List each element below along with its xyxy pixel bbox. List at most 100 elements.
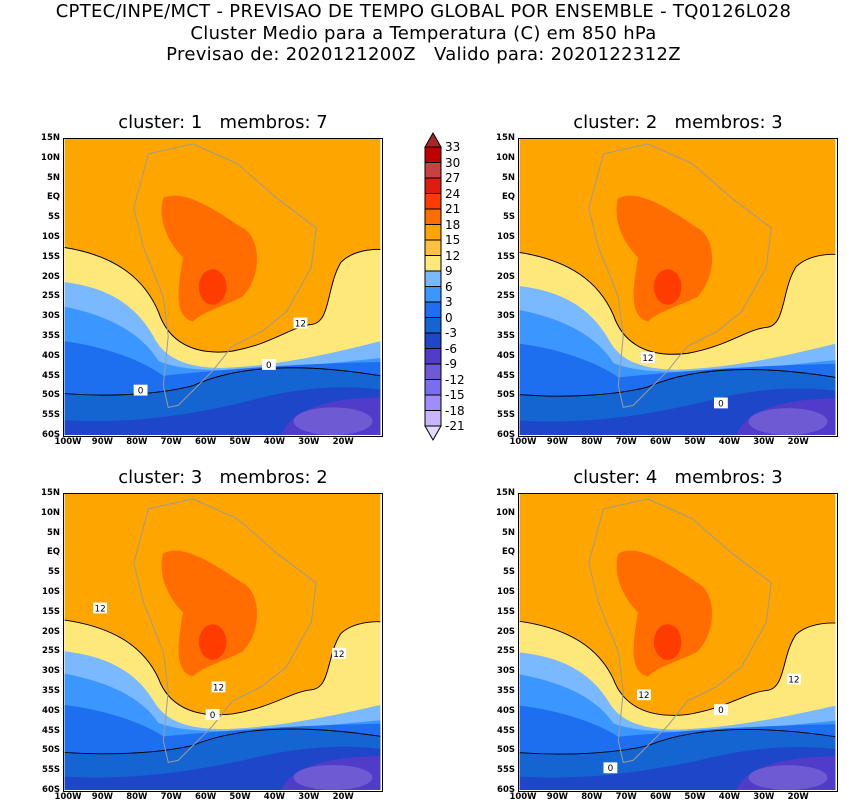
coastline (133, 143, 317, 408)
lon-tick-label: 60W (649, 437, 672, 447)
lat-tick-label: 35S (497, 686, 515, 696)
colorbar-label: 24 (445, 186, 461, 201)
lon-tick-label: 40W (718, 792, 740, 802)
warm-core (653, 624, 682, 660)
coastline (588, 498, 772, 763)
colorbar-label: -18 (445, 403, 465, 418)
colorbar-bin (424, 379, 442, 396)
contour-label: 0 (603, 762, 618, 774)
coastline (588, 143, 772, 408)
lat-tick-label: 35S (42, 686, 60, 696)
colorbar-label: 6 (445, 279, 453, 294)
svg-text:12: 12 (788, 675, 799, 685)
lat-tick-label: 50S (497, 745, 515, 756)
contour-line (519, 369, 836, 397)
lat-tick-label: 30S (42, 311, 60, 322)
lat-tick-label: 10S (497, 587, 515, 597)
lat-tick-label: 5N (501, 527, 515, 538)
lon-tick-label: 90W (91, 792, 113, 802)
lat-tick-label: 25S (497, 646, 515, 657)
lat-tick-label: 20S (42, 626, 60, 637)
lat-tick-label: 5S (47, 567, 60, 578)
contour-label: 0 (261, 359, 276, 371)
svg-text:0: 0 (138, 387, 144, 397)
lat-tick-label: 40S (497, 350, 515, 361)
lon-tick-label: 80W (581, 437, 603, 447)
field-band (293, 764, 373, 790)
lat-tick-label: EQ (501, 547, 515, 558)
lon-tick-label: 30W (753, 792, 775, 802)
lat-tick-label: 10N (41, 507, 60, 518)
colorbar-label: 0 (445, 310, 453, 325)
panel-title: cluster: 4 membros: 3 (573, 467, 783, 488)
colorbar-bin (424, 332, 442, 349)
colorbar-bin (424, 146, 442, 163)
contour-label: 12 (93, 602, 108, 614)
lon-tick-label: 70W (615, 792, 637, 802)
warm-core (653, 269, 682, 305)
colorbar-label: 18 (445, 217, 461, 232)
temperature-map-panel-3: 12 12 12 0 (63, 493, 383, 792)
lon-tick-label: 70W (160, 437, 182, 447)
lon-tick-label: 100W (54, 792, 82, 802)
lat-tick-label: 60S (42, 785, 60, 795)
lon-tick-label: 40W (263, 437, 285, 447)
colorbar-bin (424, 286, 442, 303)
colorbar-bin (424, 239, 442, 256)
lat-tick-label: 10N (496, 507, 515, 518)
lat-tick-label: 40S (42, 705, 60, 716)
colorbar-label: 15 (445, 233, 461, 247)
svg-text:12: 12 (642, 354, 653, 364)
colorbar-bin (424, 270, 442, 287)
lat-tick-label: EQ (46, 192, 60, 203)
lat-tick-label: 55S (42, 410, 60, 421)
panel-title: cluster: 3 membros: 2 (118, 467, 328, 488)
colorbar-bin (424, 177, 442, 194)
svg-text:12: 12 (213, 683, 224, 693)
colorbar-label: 33 (445, 140, 461, 154)
lon-tick-label: 20W (787, 437, 809, 447)
lat-tick-label: 5S (502, 212, 515, 223)
colorbar-label: -6 (445, 341, 457, 356)
lat-tick-label: 15S (497, 606, 515, 617)
lon-tick-label: 50W (229, 437, 251, 447)
lon-tick-label: 40W (263, 792, 285, 802)
lat-tick-label: 35S (42, 331, 60, 341)
lat-tick-label: 25S (497, 291, 515, 302)
svg-text:0: 0 (608, 764, 614, 774)
colorbar-bin (424, 255, 442, 272)
lat-tick-label: 45S (497, 725, 515, 736)
colorbar-label: -3 (445, 326, 457, 340)
svg-text:12: 12 (295, 319, 306, 329)
contour-label: 12 (640, 352, 655, 364)
colorbar-arrow-bottom (424, 425, 442, 442)
lat-tick-label: 5S (502, 567, 515, 578)
warm-core (161, 550, 258, 677)
lat-tick-label: 40S (497, 705, 515, 716)
lon-tick-label: 90W (91, 437, 113, 447)
colorbar-bin (424, 348, 442, 365)
svg-text:0: 0 (718, 399, 724, 409)
temperature-map-panel-2: 12 0 (518, 138, 838, 437)
lat-tick-label: 60S (497, 785, 515, 795)
colorbar-label: -12 (445, 372, 465, 387)
colorbar-bin (424, 162, 442, 179)
contour-label: 12 (293, 317, 308, 329)
lon-tick-label: 20W (787, 792, 809, 802)
panel-title: cluster: 1 membros: 7 (118, 112, 328, 133)
colorbar-label: 12 (445, 248, 461, 263)
svg-text:12: 12 (638, 691, 649, 701)
svg-text:0: 0 (210, 711, 216, 721)
colorbar-label: -15 (445, 388, 465, 402)
svg-text:0: 0 (266, 361, 272, 371)
colorbar-bin (424, 363, 442, 380)
lon-tick-label: 60W (194, 437, 217, 447)
forecast-dates: Previsao de: 2020121200Z Valido para: 20… (166, 44, 681, 65)
lon-tick-label: 30W (298, 792, 320, 802)
lat-tick-label: 50S (497, 390, 515, 401)
lat-tick-label: 10S (497, 232, 515, 242)
lon-tick-label: 60W (194, 792, 217, 802)
contour-label: 0 (205, 709, 220, 721)
lat-tick-label: 10N (496, 152, 515, 163)
colorbar-bin (424, 208, 442, 225)
